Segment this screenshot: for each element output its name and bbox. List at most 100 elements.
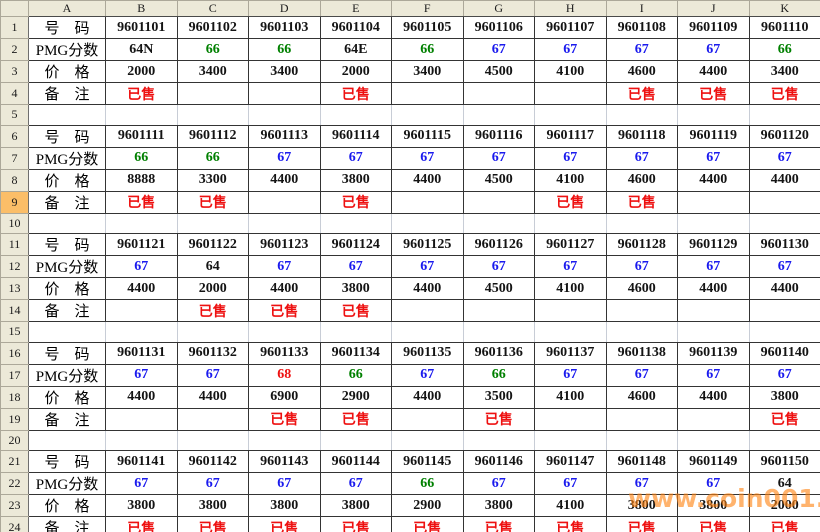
cell-F24[interactable]: 已售 [391,516,464,532]
cell-D18[interactable]: 6900 [248,385,321,409]
row-header-12[interactable]: 12 [0,255,29,279]
cell-G13[interactable]: 4500 [462,277,535,301]
cell-K12[interactable]: 67 [748,255,820,279]
cell-E16[interactable]: 9601134 [319,341,392,365]
cell-E11[interactable]: 9601124 [319,233,392,257]
cell-H3[interactable]: 4100 [534,60,607,83]
cell-E10[interactable] [319,212,392,235]
cell-D3[interactable]: 3400 [248,60,321,83]
cell-D11[interactable]: 9601123 [248,233,321,257]
cell-C10[interactable] [176,212,249,235]
cell-B21[interactable]: 9601141 [105,450,178,474]
cell-C7[interactable]: 66 [176,146,249,170]
cell-J20[interactable] [677,429,750,452]
cell-D15[interactable] [248,321,321,343]
cell-B15[interactable] [105,321,178,343]
cell-D6[interactable]: 9601113 [248,124,321,148]
cell-C6[interactable]: 9601112 [176,124,249,148]
cell-A4[interactable]: 备 注 [28,82,106,105]
cell-I16[interactable]: 9601138 [605,341,678,365]
cell-F22[interactable]: 66 [391,472,464,496]
row-header-10[interactable]: 10 [0,212,29,235]
cell-K7[interactable]: 67 [748,146,820,170]
cell-I13[interactable]: 4600 [605,277,678,301]
cell-F20[interactable] [391,429,464,452]
cell-G1[interactable]: 9601106 [462,16,535,39]
cell-D1[interactable]: 9601103 [248,16,321,39]
cell-A16[interactable]: 号 码 [28,341,106,365]
cell-H18[interactable]: 4100 [534,385,607,409]
row-header-4[interactable]: 4 [0,82,29,105]
column-header-C[interactable]: C [176,0,249,17]
cell-J19[interactable] [677,407,750,431]
cell-F10[interactable] [391,212,464,235]
cell-C19[interactable] [176,407,249,431]
cell-K17[interactable]: 67 [748,363,820,387]
cell-I14[interactable] [605,299,678,323]
cell-I3[interactable]: 4600 [605,60,678,83]
cell-A24[interactable]: 备 注 [28,516,106,532]
cell-J21[interactable]: 9601149 [677,450,750,474]
cell-K1[interactable]: 9601110 [748,16,820,39]
cell-G21[interactable]: 9601146 [462,450,535,474]
cell-H14[interactable] [534,299,607,323]
cell-B13[interactable]: 4400 [105,277,178,301]
cell-F2[interactable]: 66 [391,38,464,61]
cell-H16[interactable]: 9601137 [534,341,607,365]
cell-B19[interactable] [105,407,178,431]
cell-A6[interactable]: 号 码 [28,124,106,148]
column-header-I[interactable]: I [605,0,678,17]
cell-E19[interactable]: 已售 [319,407,392,431]
row-header-2[interactable]: 2 [0,38,29,61]
cell-E2[interactable]: 64E [319,38,392,61]
cell-B18[interactable]: 4400 [105,385,178,409]
column-header-F[interactable]: F [391,0,464,17]
cell-J4[interactable]: 已售 [677,82,750,105]
cell-J23[interactable]: 3800 [677,494,750,518]
cell-J10[interactable] [677,212,750,235]
cell-K6[interactable]: 9601120 [748,124,820,148]
cell-B4[interactable]: 已售 [105,82,178,105]
cell-J22[interactable]: 67 [677,472,750,496]
cell-K5[interactable] [748,104,820,126]
cell-H15[interactable] [534,321,607,343]
cell-H20[interactable] [534,429,607,452]
cell-K24[interactable]: 已售 [748,516,820,532]
cell-H1[interactable]: 9601107 [534,16,607,39]
cell-I10[interactable] [605,212,678,235]
cell-J17[interactable]: 67 [677,363,750,387]
cell-D13[interactable]: 4400 [248,277,321,301]
cell-F6[interactable]: 9601115 [391,124,464,148]
cell-H17[interactable]: 67 [534,363,607,387]
cell-G20[interactable] [462,429,535,452]
cell-B22[interactable]: 67 [105,472,178,496]
cell-G15[interactable] [462,321,535,343]
column-header-K[interactable]: K [748,0,820,17]
cell-J18[interactable]: 4400 [677,385,750,409]
cell-C13[interactable]: 2000 [176,277,249,301]
cell-F11[interactable]: 9601125 [391,233,464,257]
cell-A15[interactable] [28,321,106,343]
cell-E9[interactable]: 已售 [319,190,392,214]
cell-H6[interactable]: 9601117 [534,124,607,148]
cell-D4[interactable] [248,82,321,105]
cell-I18[interactable]: 4600 [605,385,678,409]
cell-B9[interactable]: 已售 [105,190,178,214]
cell-H9[interactable]: 已售 [534,190,607,214]
row-header-5[interactable]: 5 [0,104,29,126]
cell-G3[interactable]: 4500 [462,60,535,83]
row-header-24[interactable]: 24 [0,516,29,532]
cell-K22[interactable]: 64 [748,472,820,496]
cell-C5[interactable] [176,104,249,126]
cell-B11[interactable]: 9601121 [105,233,178,257]
cell-G9[interactable] [462,190,535,214]
cell-F13[interactable]: 4400 [391,277,464,301]
cell-G16[interactable]: 9601136 [462,341,535,365]
cell-D24[interactable]: 已售 [248,516,321,532]
cell-K20[interactable] [748,429,820,452]
cell-G8[interactable]: 4500 [462,168,535,192]
column-header-D[interactable]: D [248,0,321,17]
cell-A9[interactable]: 备 注 [28,190,106,214]
cell-D21[interactable]: 9601143 [248,450,321,474]
cell-C3[interactable]: 3400 [176,60,249,83]
